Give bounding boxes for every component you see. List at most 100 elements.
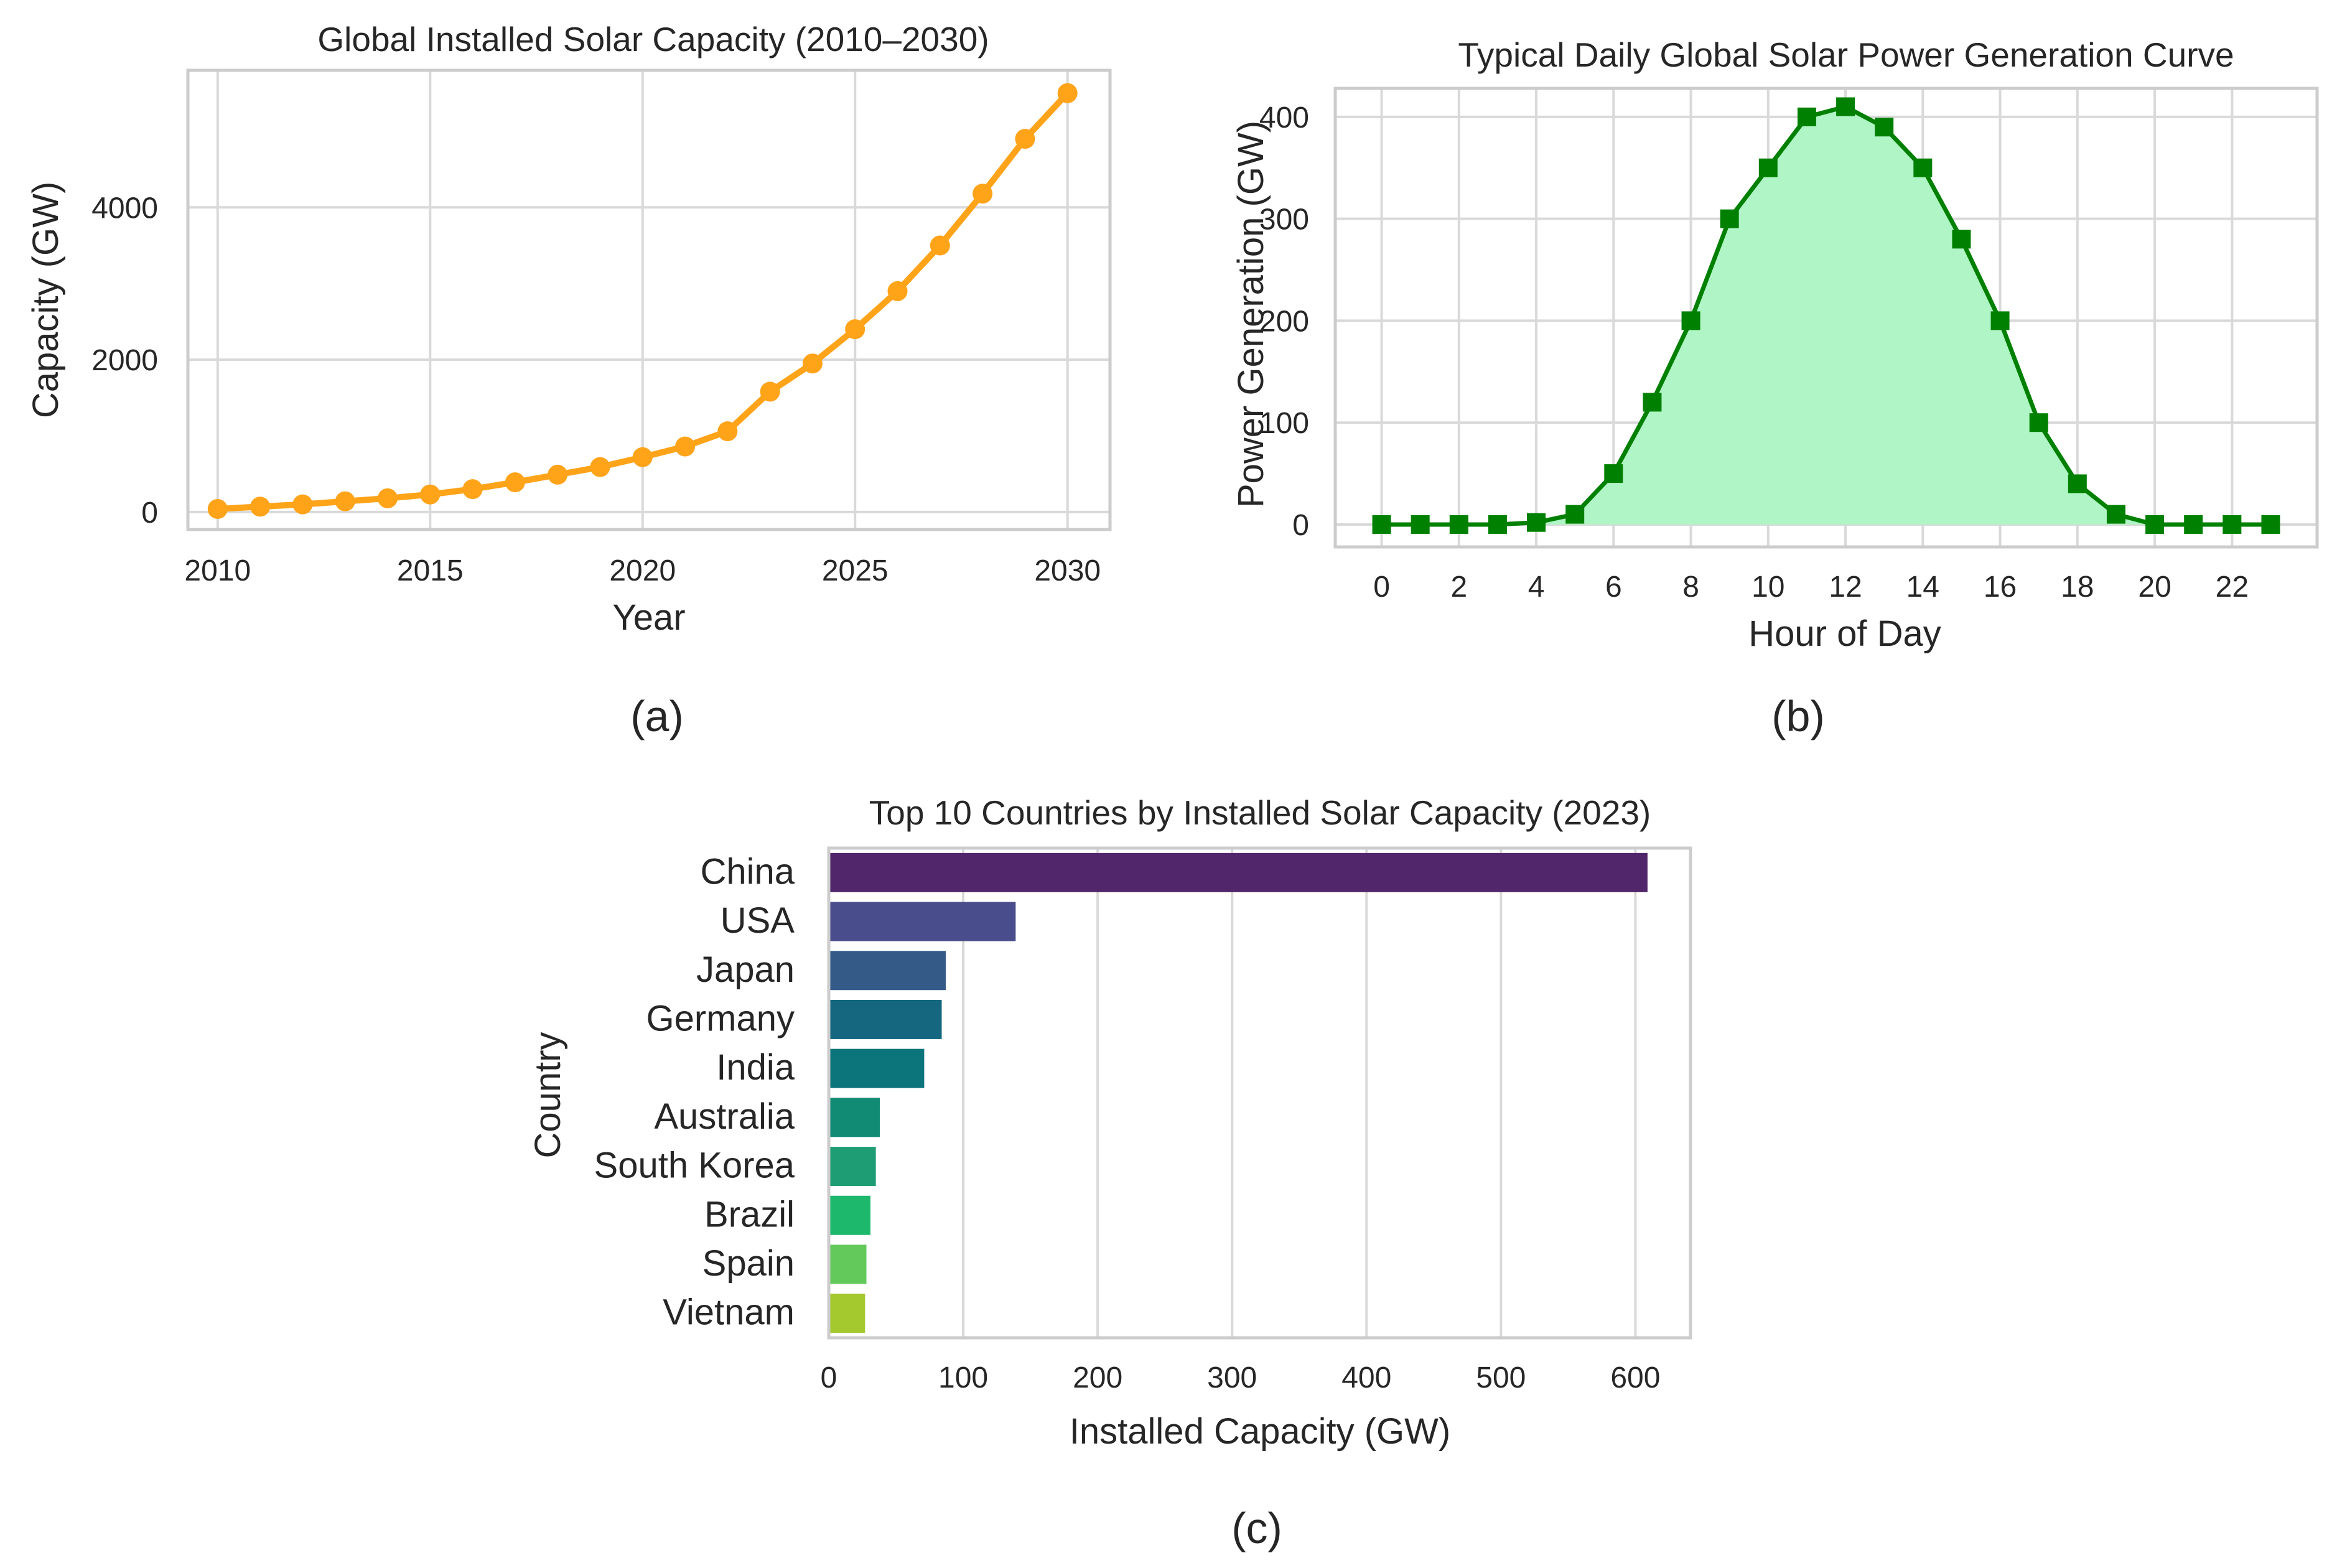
data-point bbox=[1527, 513, 1546, 532]
chart-c-frame bbox=[827, 846, 1692, 1340]
chart-a-y-ticks: 0 2000 4000 bbox=[91, 192, 158, 530]
data-point bbox=[548, 464, 568, 485]
data-point bbox=[1643, 393, 1662, 412]
chart-a-gridlines bbox=[188, 70, 1110, 530]
x-tick-label: 18 bbox=[2061, 571, 2094, 604]
x-tick-label: 12 bbox=[1829, 571, 1862, 604]
data-point bbox=[292, 494, 313, 515]
bar bbox=[829, 852, 1648, 892]
data-point bbox=[1372, 515, 1391, 534]
data-point bbox=[1836, 97, 1855, 116]
data-point bbox=[632, 447, 653, 467]
chart-b-y-ticks: 0 100 200 300 400 bbox=[1259, 101, 1309, 542]
x-tick-label: 2010 bbox=[184, 554, 251, 587]
chart-a-y-axis-label: Capacity (GW) bbox=[26, 182, 66, 418]
data-point bbox=[420, 484, 441, 505]
y-tick-label: 2000 bbox=[91, 344, 158, 377]
data-point bbox=[462, 479, 483, 500]
data-point bbox=[675, 436, 696, 457]
x-tick-label: 4 bbox=[1528, 571, 1545, 604]
bar bbox=[829, 999, 942, 1039]
chart-c-y-axis-label: Country bbox=[528, 1032, 568, 1158]
data-point bbox=[973, 184, 993, 204]
data-point bbox=[2029, 413, 2048, 432]
data-point bbox=[887, 281, 908, 301]
chart-b-frame bbox=[1333, 86, 2319, 549]
y-tick-label: China bbox=[700, 851, 795, 892]
x-tick-label: 22 bbox=[2216, 571, 2249, 604]
y-tick-label: Brazil bbox=[704, 1194, 795, 1234]
data-point bbox=[2261, 515, 2280, 534]
panel-b-label: (b) bbox=[1771, 692, 1825, 740]
chart-b-x-axis-label: Hour of Day bbox=[1748, 614, 1941, 654]
data-point bbox=[717, 421, 738, 442]
chart-a-x-axis-label: Year bbox=[612, 597, 685, 638]
y-tick-label: 100 bbox=[1259, 407, 1309, 440]
data-point bbox=[2068, 474, 2087, 493]
bar bbox=[829, 1244, 867, 1284]
data-point bbox=[1681, 311, 1700, 330]
data-point bbox=[1913, 158, 1933, 177]
data-point bbox=[1952, 230, 1971, 249]
x-tick-label: 6 bbox=[1605, 571, 1622, 604]
x-tick-label: 0 bbox=[821, 1361, 837, 1394]
data-point bbox=[377, 488, 398, 508]
chart-a-x-ticks: 2010 2015 2020 2025 2030 bbox=[184, 554, 1101, 587]
data-point bbox=[930, 235, 950, 256]
data-point bbox=[760, 381, 780, 402]
x-tick-label: 200 bbox=[1073, 1361, 1122, 1394]
data-point bbox=[250, 497, 271, 517]
panel-a-label: (a) bbox=[630, 692, 684, 740]
bar bbox=[829, 1048, 925, 1088]
area-fill bbox=[1381, 106, 2271, 525]
data-point bbox=[845, 319, 865, 340]
data-point bbox=[1449, 515, 1468, 534]
y-tick-label: Germany bbox=[646, 998, 795, 1038]
data-point bbox=[335, 491, 355, 511]
chart-a-title: Global Installed Solar Capacity (2010–20… bbox=[317, 20, 989, 58]
panel-b-daily-generation: Typical Daily Global Solar Power Generat… bbox=[1231, 35, 2319, 740]
y-tick-label: Japan bbox=[696, 950, 795, 990]
data-point bbox=[1875, 118, 1894, 137]
data-point bbox=[2184, 515, 2203, 534]
x-tick-label: 2015 bbox=[397, 554, 464, 587]
y-tick-label: 200 bbox=[1259, 305, 1309, 338]
data-point bbox=[1488, 515, 1507, 534]
x-tick-label: 600 bbox=[1610, 1361, 1660, 1394]
chart-a-frame bbox=[186, 68, 1112, 531]
data-point bbox=[505, 472, 525, 493]
bar bbox=[829, 1294, 865, 1333]
chart-c-plot bbox=[829, 852, 1648, 1333]
x-tick-label: 2030 bbox=[1034, 554, 1101, 587]
panel-c-label: (c) bbox=[1231, 1504, 1282, 1552]
panel-a-capacity-trend: Global Installed Solar Capacity (2010–20… bbox=[26, 20, 1112, 740]
data-point bbox=[1015, 129, 1035, 149]
bar bbox=[829, 902, 1016, 941]
chart-b-title: Typical Daily Global Solar Power Generat… bbox=[1458, 35, 2234, 74]
y-tick-label: 0 bbox=[1292, 509, 1309, 542]
y-tick-label: 400 bbox=[1259, 101, 1309, 134]
data-point bbox=[2145, 515, 2165, 534]
bar bbox=[829, 1098, 880, 1137]
x-tick-label: 8 bbox=[1682, 571, 1699, 604]
x-tick-label: 20 bbox=[2138, 571, 2171, 604]
y-tick-label: USA bbox=[721, 900, 795, 941]
x-tick-label: 2 bbox=[1450, 571, 1467, 604]
chart-a-plot bbox=[207, 83, 1078, 519]
y-tick-label: Australia bbox=[654, 1096, 795, 1137]
y-tick-label: Spain bbox=[702, 1243, 795, 1284]
bar bbox=[829, 1195, 870, 1235]
bar bbox=[829, 1147, 876, 1187]
x-tick-label: 2020 bbox=[609, 554, 676, 587]
data-point bbox=[1411, 515, 1430, 534]
y-tick-label: Vietnam bbox=[663, 1292, 795, 1333]
data-point bbox=[2106, 505, 2125, 524]
x-tick-label: 0 bbox=[1373, 571, 1390, 604]
y-tick-label: 0 bbox=[141, 497, 158, 530]
y-tick-label: 4000 bbox=[91, 192, 158, 225]
x-tick-label: 16 bbox=[1984, 571, 2017, 604]
data-point bbox=[1057, 83, 1078, 103]
chart-c-gridlines bbox=[828, 848, 1637, 1338]
x-tick-label: 500 bbox=[1476, 1361, 1526, 1394]
data-point bbox=[1758, 158, 1778, 177]
